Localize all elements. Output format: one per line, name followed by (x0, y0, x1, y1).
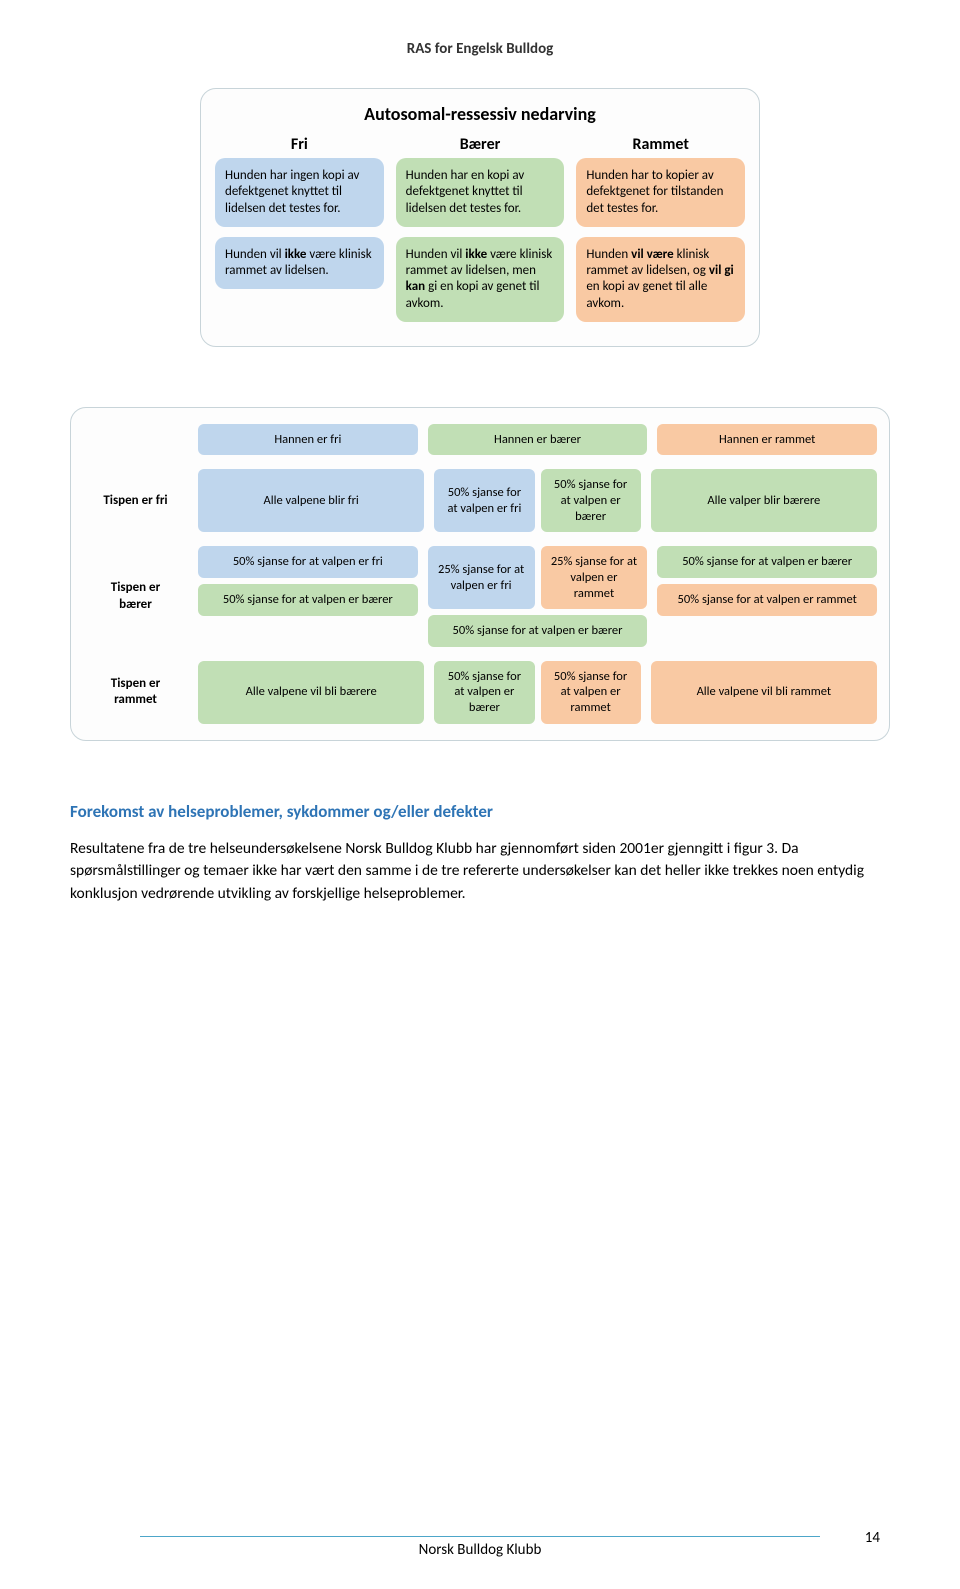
cell-barer-barer-c: 50% sjanse for at valpen er bærer (428, 615, 648, 647)
header-hannen-rammet: Hannen er rammet (657, 424, 877, 456)
txt-bold: ikke (465, 247, 487, 262)
cell-fri-barer-b: 50% sjanse for at valpen er bærer (541, 469, 641, 532)
card-fri-desc: Hunden har ingen kopi av defektgenet kny… (215, 158, 384, 227)
cell-fri-rammet: Alle valper blir bærere (651, 469, 877, 532)
row-label-barer: Tispen er bærer (83, 546, 188, 647)
card-barer-desc: Hunden har en kopi av defektgenet knytte… (396, 158, 565, 227)
col-barer: Bærer Hunden har en kopi av defektgenet … (396, 135, 565, 332)
txt: gi en kopi av genet til avkom. (406, 279, 540, 310)
cell-rammet-rammet: Alle valpene vil bli rammet (651, 661, 877, 724)
txt: en kopi av genet til alle avkom. (586, 279, 707, 310)
punnett-panel: Hannen er fri Hannen er bærer Hannen er … (70, 407, 890, 741)
cell-rammet-barer-a: 50% sjanse for at valpen er bærer (434, 661, 534, 724)
txt-bold: vil være (631, 247, 674, 262)
card-barer-clinical: Hunden vil ikke være klinisk rammet av l… (396, 237, 565, 322)
inheritance-panel: Autosomal-ressessiv nedarving Fri Hunden… (200, 88, 760, 347)
cell-barer-rammet-b: 50% sjanse for at valpen er rammet (657, 584, 877, 616)
txt-bold: vil gi (709, 263, 734, 278)
footer: Norsk Bulldog Klubb (0, 1536, 960, 1559)
footer-text: Norsk Bulldog Klubb (419, 1541, 542, 1559)
col-rammet: Rammet Hunden har to kopier av defektgen… (576, 135, 745, 332)
header-hannen-barer: Hannen er bærer (428, 424, 648, 456)
cell-fri-barer-a: 50% sjanse for at valpen er fri (434, 469, 534, 532)
row-label-fri: Tispen er fri (83, 469, 188, 532)
col-head-barer: Bærer (396, 135, 565, 154)
card-fri-clinical: Hunden vil ikke være klinisk rammet av l… (215, 237, 384, 290)
col-fri: Fri Hunden har ingen kopi av defektgenet… (215, 135, 384, 332)
cell-barer-fri-b: 50% sjanse for at valpen er bærer (198, 584, 418, 616)
cell-rammet-fri: Alle valpene vil bli bærere (198, 661, 424, 724)
section-heading: Forekomst av helseproblemer, sykdommer o… (70, 801, 890, 822)
cell-barer-rammet-a: 50% sjanse for at valpen er bærer (657, 546, 877, 578)
col-head-fri: Fri (215, 135, 384, 154)
txt: Hunden vil (406, 247, 466, 262)
header-hannen-fri: Hannen er fri (198, 424, 418, 456)
cell-barer-fri-a: 50% sjanse for at valpen er fri (198, 546, 418, 578)
card-rammet-desc: Hunden har to kopier av defektgenet for … (576, 158, 745, 227)
doc-header: RAS for Engelsk Bulldog (70, 40, 890, 58)
paragraph-1: Resultatene fra de tre helseundersøkelse… (70, 838, 890, 905)
txt: Hunden (586, 247, 631, 262)
col-head-rammet: Rammet (576, 135, 745, 154)
txt-bold: kan (406, 279, 425, 294)
txt-bold: ikke (285, 247, 307, 262)
card-rammet-clinical: Hunden vil være klinisk rammet av lidels… (576, 237, 745, 322)
inheritance-title: Autosomal-ressessiv nedarving (215, 103, 745, 125)
cell-rammet-barer-b: 50% sjanse for at valpen er rammet (541, 661, 641, 724)
cell-fri-fri: Alle valpene blir fri (198, 469, 424, 532)
cell-barer-barer-a: 25% sjanse for at valpen er fri (428, 546, 535, 609)
row-label-rammet: Tispen er rammet (83, 661, 188, 724)
txt: Hunden vil (225, 247, 285, 262)
cell-barer-barer-b: 25% sjanse for at valpen er rammet (541, 546, 648, 609)
footer-rule (140, 1536, 820, 1537)
